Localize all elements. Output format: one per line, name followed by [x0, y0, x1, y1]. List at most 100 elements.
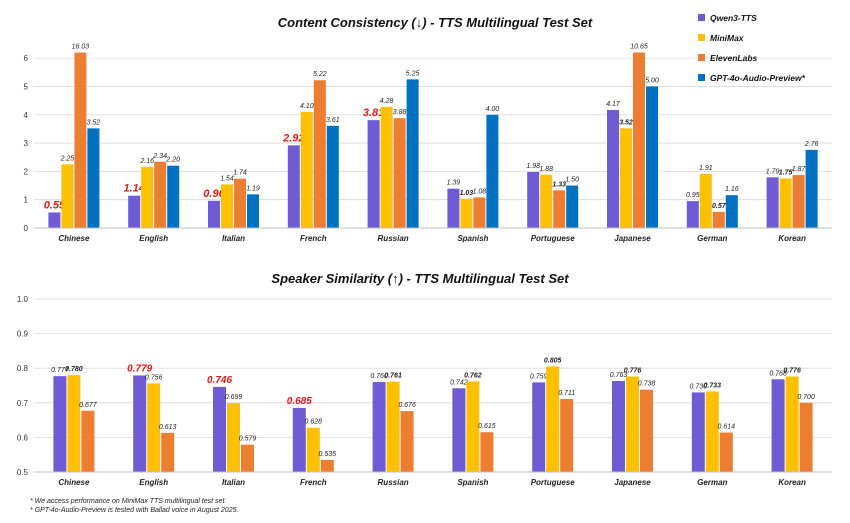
data-label: 3.52 [619, 119, 633, 126]
bar-gpt-4o-audio-preview-spanish [486, 114, 499, 228]
y-tick-label: 1.0 [17, 295, 29, 304]
data-label: 0.762 [464, 372, 482, 379]
footnote-minimax: * We access performance on MiniMax TTS m… [30, 498, 227, 505]
data-label: 0.55 [44, 199, 66, 211]
bar-elevenlabs-japanese [633, 52, 645, 228]
bar-qwen3-tts-english [133, 375, 147, 472]
bar-minimax-spanish [460, 198, 473, 228]
bar-minimax-portuguese [540, 174, 553, 228]
bar-elevenlabs-portuguese [560, 398, 574, 472]
bar-elevenlabs-french [320, 459, 334, 472]
x-tick-label: French [300, 478, 327, 487]
data-label: 0.768 [769, 370, 787, 377]
bar-minimax-chinese [67, 375, 81, 472]
data-label: 0.711 [558, 390, 575, 397]
bar-minimax-japanese [626, 376, 639, 472]
x-tick-label: German [697, 478, 727, 487]
bar-gpt-4o-audio-preview-chinese [87, 128, 100, 228]
data-label: 0.763 [610, 372, 628, 379]
legend-label-minimax: MiniMax [710, 33, 745, 43]
bar-minimax-english [141, 166, 154, 228]
data-label: 1.03 [460, 190, 474, 197]
data-label: 0.776 [783, 368, 801, 375]
bar-gpt-4o-audio-preview-german [725, 195, 738, 228]
bar-minimax-english [147, 383, 161, 472]
bar-elevenlabs-german [719, 432, 733, 472]
bar-qwen3-tts-russian [372, 382, 386, 472]
bar-qwen3-tts-italian [208, 200, 220, 228]
y-tick-label: 3 [24, 139, 29, 148]
data-label: 1.54 [220, 175, 234, 182]
data-label: 0.579 [239, 436, 257, 443]
data-label: 10.65 [630, 43, 648, 50]
data-label: 1.88 [539, 166, 553, 173]
data-label: 0.760 [370, 373, 388, 380]
data-label: 1.75 [779, 169, 793, 176]
bar-elevenlabs-korean [799, 402, 813, 472]
bar-gpt-4o-audio-preview-russian [406, 79, 419, 228]
legend-swatch-qwen3-tts [698, 14, 705, 21]
data-label: 3.61 [326, 117, 340, 124]
data-label: 0.776 [624, 368, 642, 375]
data-label: 1.79 [766, 168, 780, 175]
bar-minimax-russian [386, 381, 400, 472]
x-tick-label: Spanish [457, 234, 488, 243]
bar-elevenlabs-japanese [640, 389, 653, 472]
bar-elevenlabs-italian [241, 444, 254, 472]
x-tick-label: English [139, 478, 168, 487]
data-label: 3.81 [363, 107, 384, 119]
bar-elevenlabs-english [154, 161, 167, 228]
data-label: 1.08 [473, 188, 487, 195]
data-label: 1.50 [565, 177, 579, 184]
data-label: 1.19 [246, 185, 260, 192]
y-tick-label: 0 [24, 224, 29, 233]
bar-elevenlabs-chinese [81, 410, 95, 472]
legend-label-qwen3-tts: Qwen3-TTS [710, 13, 757, 23]
x-tick-label: French [300, 234, 327, 243]
data-label: 0.57 [712, 203, 727, 210]
data-label: 2.20 [165, 157, 180, 164]
y-tick-label: 4 [24, 111, 29, 120]
data-label: 0.761 [384, 373, 402, 380]
bar-qwen3-tts-korean [771, 379, 785, 472]
bar-gpt-4o-audio-preview-english [167, 165, 180, 228]
bar-qwen3-tts-english [128, 195, 141, 228]
bar-minimax-italian [227, 403, 240, 472]
data-label: 0.779 [127, 363, 152, 374]
data-label: 0.756 [145, 374, 163, 381]
bar-minimax-french [300, 111, 313, 228]
bar-elevenlabs-portuguese [553, 190, 566, 228]
data-label: 1.87 [792, 166, 807, 173]
legend-swatch-elevenlabs [698, 54, 705, 61]
footnotes: * We access performance on MiniMax TTS m… [30, 497, 238, 515]
x-tick-label: Russian [378, 234, 409, 243]
bar-qwen3-tts-french [287, 145, 300, 228]
x-tick-label: Italian [222, 234, 245, 243]
data-label: 2.16 [139, 158, 154, 165]
bar-qwen3-tts-portuguese [532, 382, 546, 472]
bar-qwen3-tts-russian [367, 120, 380, 228]
legend-swatch-minimax [698, 34, 705, 41]
data-label: 0.677 [79, 402, 98, 409]
data-label: 0.535 [319, 451, 337, 458]
bar-minimax-russian [380, 106, 393, 228]
bar-minimax-chinese [61, 164, 74, 228]
bar-gpt-4o-audio-preview-french [326, 125, 339, 228]
bar-qwen3-tts-japanese [612, 381, 625, 472]
bar-elevenlabs-italian [234, 178, 246, 228]
data-label: 5.22 [313, 71, 327, 78]
bar-qwen3-tts-italian [213, 386, 226, 472]
data-label: 1.16 [725, 186, 739, 193]
x-tick-label: Russian [378, 478, 409, 487]
bar-minimax-korean [779, 178, 792, 228]
y-tick-label: 0.6 [17, 433, 29, 442]
y-tick-label: 2 [24, 167, 29, 176]
x-tick-label: German [697, 234, 727, 243]
y-tick-label: 0.7 [17, 399, 29, 408]
bar-gpt-4o-audio-preview-korean [805, 149, 818, 228]
data-label: 5.25 [406, 70, 420, 77]
legend-swatch-gpt-4o-audio-preview [698, 74, 705, 81]
data-label: 1.33 [552, 181, 566, 188]
legend-label-gpt-4o-audio-preview: GPT-4o-Audio-Preview* [710, 73, 806, 83]
